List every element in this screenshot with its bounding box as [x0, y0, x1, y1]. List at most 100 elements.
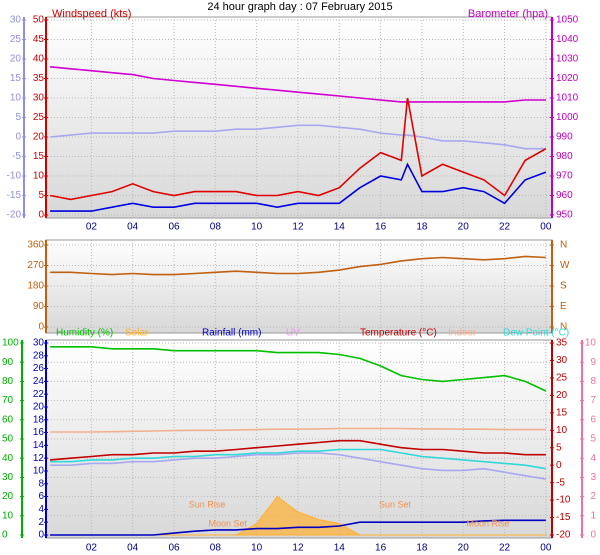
line	[50, 439, 546, 461]
y-tick-label: 28	[33, 350, 45, 361]
y-tick-label: 10	[33, 466, 45, 477]
annotation: Moon Rise	[467, 518, 510, 528]
y-tick-label: 90	[33, 301, 45, 312]
x-tick-label: 04	[127, 222, 139, 233]
y-tick-label: 22	[33, 389, 45, 400]
legend-label: UV	[286, 328, 300, 339]
y-tick-label: 30	[33, 338, 45, 349]
y-tick-label: 30	[2, 472, 14, 483]
y-tick-label: 18	[33, 414, 45, 425]
axis-label: Barometer (hpa)	[468, 8, 548, 20]
line	[50, 346, 547, 392]
y-tick-label: 0	[2, 530, 8, 541]
y-tick-label: 950	[556, 210, 573, 221]
y-tick-label: 30	[10, 15, 22, 26]
y-tick-label: -5	[556, 477, 565, 488]
y-tick-label: -10	[7, 171, 22, 182]
x-tick-label: 02	[86, 222, 98, 233]
y-tick-label: N	[560, 240, 567, 251]
line	[50, 427, 546, 433]
y-tick-label: 35	[33, 73, 45, 84]
plot-background	[45, 239, 553, 334]
line	[49, 97, 547, 201]
y-tick-label: 12	[33, 453, 45, 464]
y-tick-label: 960	[556, 190, 573, 201]
y-tick-label: -15	[556, 512, 571, 523]
y-tick-label: 2	[590, 491, 596, 502]
y-tick-label: -20	[7, 210, 22, 221]
y-tick-label: 50	[2, 434, 14, 445]
y-tick-label: 20	[33, 132, 45, 143]
y-tick-label: -15	[7, 190, 22, 201]
y-tick-label: 0	[15, 132, 21, 143]
legend-label: Temperature (°C)	[360, 328, 437, 339]
y-tick-label: 5	[38, 190, 44, 201]
y-tick-label: 2	[38, 517, 44, 528]
x-tick-label: 16	[375, 543, 387, 554]
annotation: Moon Set	[208, 518, 247, 528]
y-tick-label: 15	[556, 407, 568, 418]
y-tick-label: 20	[556, 390, 568, 401]
y-tick-label: 15	[10, 73, 22, 84]
x-tick-label: 08	[210, 543, 222, 554]
y-tick-label: 24	[33, 376, 45, 387]
y-tick-label: 8	[38, 478, 44, 489]
y-tick-label: 35	[556, 338, 568, 349]
y-tick-label: 4	[38, 504, 44, 515]
y-tick-label: 1040	[556, 34, 579, 45]
y-tick-label: 1030	[556, 54, 579, 65]
y-tick-label: 990	[556, 132, 573, 143]
y-tick-label: -5	[12, 151, 21, 162]
x-tick-label: 22	[499, 222, 511, 233]
y-tick-label: 8	[590, 376, 596, 387]
line	[50, 162, 547, 212]
y-tick-label: E	[560, 301, 567, 312]
x-tick-label: 14	[334, 543, 346, 554]
line	[50, 124, 546, 150]
y-tick-label: 100	[2, 338, 19, 349]
line	[50, 519, 546, 536]
y-tick-label: 970	[556, 171, 573, 182]
x-tick-label: 12	[292, 222, 304, 233]
y-tick-label: 980	[556, 151, 573, 162]
y-tick-label: 1	[590, 510, 596, 521]
y-tick-label: 1010	[556, 93, 579, 104]
y-tick-label: 90	[2, 357, 14, 368]
line	[50, 448, 547, 470]
y-tick-label: 3	[590, 472, 596, 483]
legend-label: Indoor	[448, 328, 477, 339]
y-tick-label: 14	[33, 440, 45, 451]
x-tick-label: 08	[210, 222, 222, 233]
y-tick-label: 60	[2, 414, 14, 425]
y-tick-label: 30	[33, 93, 45, 104]
y-tick-label: 0	[38, 322, 44, 333]
y-tick-label: 9	[590, 357, 596, 368]
y-tick-label: 50	[33, 15, 45, 26]
y-tick-label: S	[560, 281, 567, 292]
y-tick-label: -20	[556, 530, 571, 541]
y-tick-label: 20	[33, 402, 45, 413]
line	[50, 255, 546, 276]
y-tick-label: 6	[38, 491, 44, 502]
y-tick-label: 40	[2, 453, 14, 464]
y-tick-label: 20	[2, 491, 14, 502]
x-tick-label: 18	[416, 222, 428, 233]
x-tick-label: 14	[334, 222, 346, 233]
x-tick-label: 20	[458, 222, 470, 233]
x-tick-label: 16	[375, 222, 387, 233]
y-tick-label: 0	[590, 530, 596, 541]
x-tick-label: 22	[499, 543, 511, 554]
x-tick-label: 00	[540, 222, 552, 233]
y-tick-label: 5	[556, 442, 562, 453]
x-tick-label: 12	[292, 543, 304, 554]
y-tick-label: 10	[2, 510, 14, 521]
y-tick-label: 10	[556, 425, 568, 436]
y-tick-label: 70	[2, 395, 14, 406]
legend-label: Solar	[125, 328, 149, 339]
y-tick-label: N	[560, 322, 567, 333]
y-tick-label: 5	[15, 112, 21, 123]
y-tick-label: 1000	[556, 112, 579, 123]
axis-label: Windspeed (kts)	[52, 8, 131, 20]
y-tick-label: 80	[2, 376, 14, 387]
